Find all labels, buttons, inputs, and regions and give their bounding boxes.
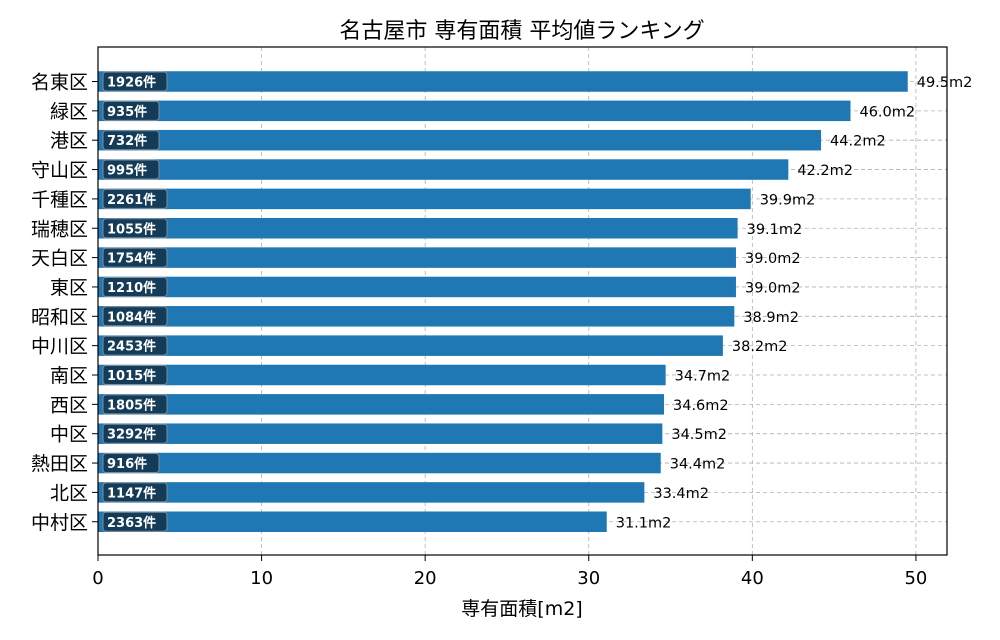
category-label: 緑区 — [50, 101, 88, 123]
bar — [98, 247, 736, 268]
x-axis-ticks: 0 10 20 30 40 50 — [92, 555, 927, 589]
bar — [98, 511, 607, 532]
bar — [98, 306, 735, 327]
count-badge — [102, 482, 168, 503]
bar — [98, 482, 645, 503]
category-label: 西区 — [50, 394, 88, 416]
count-label: 2261件 — [107, 192, 156, 208]
count-badge — [102, 276, 168, 297]
count-label: 916件 — [107, 456, 147, 472]
value-label: 34.5m2 — [671, 427, 727, 443]
value-label: 39.0m2 — [745, 251, 801, 267]
count-badge — [102, 335, 168, 356]
category-label: 中川区 — [31, 336, 88, 358]
value-label: 33.4m2 — [653, 486, 709, 502]
count-label: 1084件 — [107, 309, 156, 325]
count-badge — [102, 365, 168, 385]
count-label: 1147件 — [107, 485, 156, 501]
bars — [98, 71, 908, 532]
count-badge — [102, 188, 168, 209]
x-tick-label: 10 — [250, 568, 273, 589]
count-label: 995件 — [107, 163, 147, 179]
count-label: 3292件 — [107, 427, 156, 443]
category-label: 北区 — [50, 482, 88, 504]
value-label: 46.0m2 — [859, 104, 915, 120]
category-label: 天白区 — [31, 248, 88, 270]
category-label: 中村区 — [31, 512, 88, 534]
x-tick-label: 20 — [414, 568, 437, 589]
count-label: 1754件 — [107, 251, 156, 267]
x-tick-label: 50 — [904, 568, 927, 589]
value-label: 34.4m2 — [670, 457, 726, 473]
value-label: 38.9m2 — [743, 310, 799, 326]
chart-title: 名古屋市 専有面積 平均値ランキング — [339, 19, 704, 44]
count-badges: 1926件 935件 732件 995件 2261件 1055件 1754件 1210件 108… — [102, 71, 168, 532]
category-label: 東区 — [50, 277, 88, 299]
count-label: 2363件 — [107, 515, 156, 531]
bar — [98, 71, 908, 92]
value-label: 44.2m2 — [830, 134, 886, 150]
bar — [98, 129, 822, 151]
bar — [98, 423, 663, 444]
plot-area-frame — [97, 46, 948, 556]
count-badge — [102, 247, 168, 268]
bar — [98, 218, 738, 239]
x-tick-label: 0 — [92, 568, 103, 589]
value-label: 39.9m2 — [760, 192, 816, 208]
value-label: 49.5m2 — [917, 75, 973, 91]
count-badge — [102, 71, 168, 92]
category-labels: 名東区緑区港区守山区千種区瑞穂区天白区東区昭和区中川区南区西区中区熱田区北区中村… — [31, 72, 98, 534]
bar — [98, 335, 723, 356]
count-badge — [102, 511, 168, 532]
value-label: 34.7m2 — [675, 369, 731, 385]
count-label: 1926件 — [107, 75, 156, 91]
value-label: 39.0m2 — [745, 280, 801, 296]
x-axis-label: 専有面積[m2] — [461, 598, 582, 620]
bar — [98, 100, 851, 122]
count-badge — [102, 100, 160, 121]
category-label: 南区 — [50, 365, 88, 387]
value-label: 38.2m2 — [732, 339, 788, 355]
category-label: 港区 — [50, 130, 88, 152]
x-tick-label: 40 — [741, 568, 764, 589]
count-badge — [102, 306, 168, 327]
value-label: 31.1m2 — [616, 515, 672, 531]
count-label: 935件 — [107, 104, 147, 120]
count-badge — [102, 394, 168, 415]
bar — [98, 159, 789, 180]
category-label: 瑞穂区 — [31, 218, 88, 240]
value-label: 39.1m2 — [747, 222, 803, 238]
category-label: 千種区 — [31, 189, 88, 211]
count-label: 1055件 — [107, 221, 156, 237]
count-label: 1805件 — [107, 397, 156, 413]
count-badge — [102, 423, 168, 444]
category-label: 昭和区 — [31, 306, 88, 328]
value-label: 42.2m2 — [797, 163, 853, 179]
bar — [98, 276, 736, 298]
category-label: 守山区 — [31, 160, 88, 182]
x-tick-label: 30 — [577, 568, 600, 589]
count-label: 1015件 — [107, 368, 156, 384]
bar — [98, 364, 666, 386]
count-label: 1210件 — [107, 280, 156, 296]
value-label: 34.6m2 — [673, 398, 729, 414]
count-badge — [102, 453, 160, 474]
grid-lines — [97, 47, 947, 555]
bar — [98, 188, 751, 210]
category-label: 中区 — [50, 424, 88, 446]
count-label: 2453件 — [107, 339, 156, 355]
count-badge — [102, 130, 160, 151]
bar — [98, 394, 664, 415]
count-badge — [102, 218, 168, 239]
count-label: 732件 — [107, 133, 147, 149]
category-label: 熱田区 — [31, 453, 88, 475]
category-label: 名東区 — [31, 72, 88, 94]
count-badge — [102, 159, 160, 180]
bar — [98, 452, 661, 474]
